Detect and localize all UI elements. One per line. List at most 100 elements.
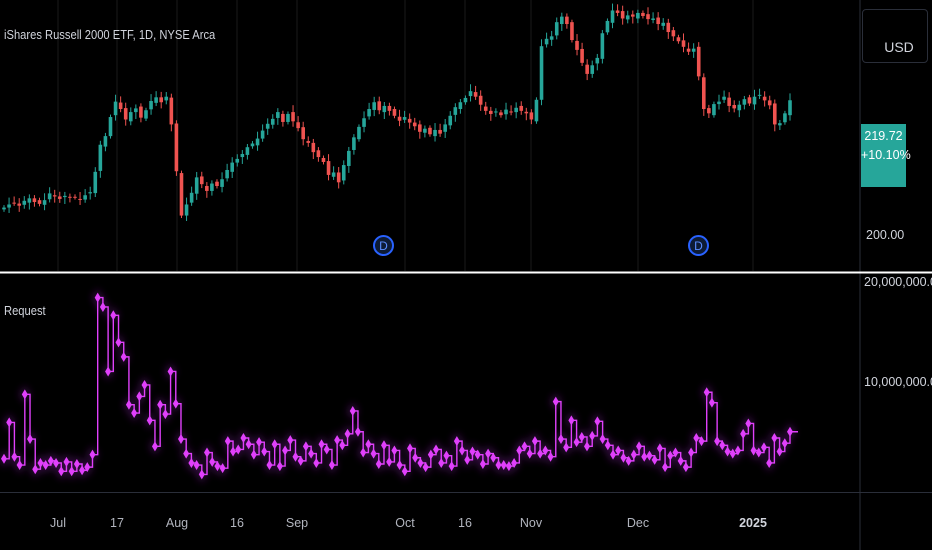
candle — [550, 31, 554, 46]
time-axis-tick: Dec — [627, 516, 649, 530]
candle — [514, 102, 518, 118]
candle — [773, 100, 777, 132]
candle — [398, 110, 402, 126]
candle — [672, 27, 676, 41]
candle — [454, 103, 458, 122]
candle — [58, 192, 62, 203]
candle — [413, 118, 417, 130]
candle — [575, 34, 579, 55]
candle — [555, 17, 559, 39]
candle — [788, 93, 792, 120]
candle — [190, 187, 194, 206]
candle — [352, 134, 356, 155]
candle — [418, 120, 422, 138]
candle — [337, 167, 341, 188]
candle — [367, 103, 371, 120]
dividend-marker[interactable]: D — [374, 236, 393, 255]
candle — [626, 11, 630, 24]
candle — [301, 122, 305, 146]
candle — [545, 33, 549, 48]
candle — [606, 18, 610, 34]
candle — [251, 141, 255, 149]
candle — [235, 154, 239, 166]
candle — [682, 33, 686, 52]
candle — [286, 111, 290, 124]
candle — [408, 113, 412, 128]
candle — [489, 107, 493, 121]
time-axis: Jul 17 Aug 16 Sep Oct 16 Nov Dec 2025 — [50, 516, 767, 530]
candle — [88, 187, 92, 200]
candle — [519, 101, 523, 115]
candle — [702, 73, 706, 116]
candle — [393, 107, 397, 119]
candle — [717, 95, 721, 110]
candle — [306, 136, 310, 146]
time-axis-tick: 16 — [458, 516, 472, 530]
candle — [124, 103, 128, 126]
candle — [570, 20, 574, 43]
last-price-tag: 219.72 +10.10% — [861, 124, 906, 187]
candle — [464, 95, 468, 104]
candle — [596, 54, 600, 70]
chart-title: iShares Russell 2000 ETF, 1D, NYSE Arca — [4, 27, 215, 42]
candle — [590, 61, 594, 78]
candle — [220, 172, 224, 192]
candle — [164, 92, 168, 104]
candle — [291, 105, 295, 127]
candle — [342, 160, 346, 184]
candle — [474, 86, 478, 100]
candle — [362, 111, 366, 132]
candle — [651, 12, 655, 23]
candle — [727, 92, 731, 112]
candle — [347, 147, 351, 173]
candle — [225, 164, 229, 182]
candle — [28, 194, 32, 209]
candle — [109, 115, 113, 139]
candle — [388, 103, 392, 116]
candle — [707, 105, 711, 118]
candle — [601, 30, 605, 63]
candle — [281, 111, 285, 127]
candle — [433, 123, 437, 141]
last-price: 219.72 — [861, 127, 906, 146]
candle — [159, 92, 163, 109]
dividend-marker-label: D — [379, 239, 388, 253]
candle — [215, 179, 219, 188]
dividend-marker[interactable]: D — [689, 236, 708, 255]
candle — [200, 172, 204, 188]
candle — [357, 124, 361, 141]
candle — [266, 118, 270, 135]
candle — [33, 195, 37, 207]
candle — [170, 94, 174, 132]
candle — [509, 105, 513, 115]
time-axis-tick: Jul — [50, 516, 66, 530]
time-axis-tick: Oct — [395, 516, 415, 530]
time-axis-tick: 17 — [110, 516, 124, 530]
indicator-axis-tick: 10,000,000.00 — [864, 375, 932, 389]
candle — [580, 43, 584, 66]
candle — [256, 132, 260, 151]
candle — [636, 10, 640, 23]
candle — [377, 97, 381, 115]
candle — [241, 150, 245, 164]
candle — [423, 126, 427, 138]
currency-button[interactable]: USD — [862, 9, 928, 63]
candle — [53, 190, 57, 203]
candle — [129, 107, 133, 125]
candle — [677, 35, 681, 44]
candle — [180, 171, 184, 218]
candle — [768, 96, 772, 110]
candle — [317, 147, 321, 162]
candle — [149, 94, 153, 115]
candle — [327, 154, 331, 180]
candle — [697, 42, 701, 80]
candle — [504, 103, 508, 120]
candle — [93, 167, 97, 197]
candle — [205, 182, 209, 198]
candle — [656, 12, 660, 30]
candle — [687, 42, 691, 54]
candle — [484, 102, 488, 115]
candle — [175, 120, 179, 176]
candle — [692, 43, 696, 58]
candle — [459, 99, 463, 114]
